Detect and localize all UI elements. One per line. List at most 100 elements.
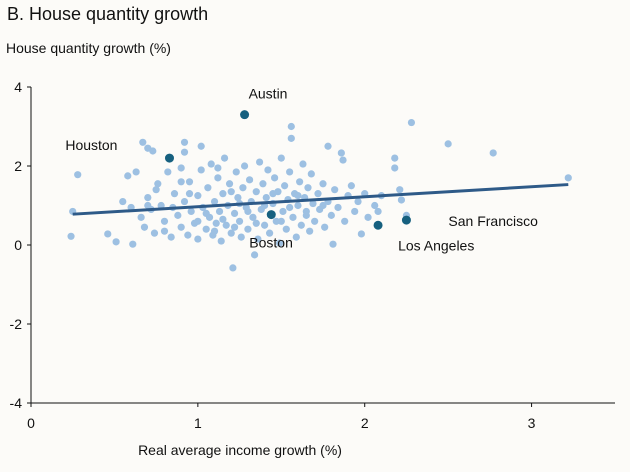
- data-point: [140, 223, 149, 231]
- data-point: [329, 240, 337, 248]
- data-point: [214, 174, 222, 182]
- data-point: [296, 178, 304, 186]
- data-point: [306, 227, 314, 235]
- data-point: [194, 217, 202, 225]
- data-point: [160, 217, 169, 225]
- data-point: [331, 186, 339, 194]
- data-point: [250, 251, 259, 259]
- data-point: [262, 194, 270, 202]
- data-point: [391, 164, 399, 172]
- city-label: Austin: [249, 86, 288, 102]
- data-point: [334, 203, 342, 212]
- data-point: [286, 203, 294, 212]
- data-point: [170, 190, 179, 198]
- data-point: [67, 232, 75, 240]
- data-point: [264, 166, 272, 174]
- data-point: [249, 213, 257, 221]
- data-point: [185, 178, 194, 186]
- data-point: [286, 168, 294, 176]
- data-point: [307, 170, 315, 178]
- data-point: [219, 190, 227, 198]
- data-point: [244, 225, 252, 233]
- data-point: [74, 171, 82, 179]
- data-point: [282, 225, 290, 233]
- data-point: [104, 230, 112, 238]
- data-point: [311, 217, 319, 225]
- x-tick-label: 1: [194, 415, 202, 431]
- data-point: [364, 213, 372, 221]
- axes: 0 1 2 3 4 2 0 -2 -4: [10, 79, 615, 431]
- x-axis-label: Real average income growth (%): [138, 442, 342, 458]
- data-point: [237, 233, 245, 241]
- data-point: [177, 178, 185, 186]
- data-point: [229, 264, 237, 272]
- data-point: [281, 182, 289, 190]
- data-point: [210, 197, 219, 206]
- highlight-point: [401, 215, 411, 225]
- data-point: [304, 184, 312, 192]
- data-point: [204, 184, 212, 192]
- data-point: [197, 166, 205, 174]
- data-point: [259, 180, 267, 188]
- data-point: [185, 190, 194, 198]
- data-point: [444, 140, 452, 148]
- data-point: [319, 201, 327, 210]
- data-point: [287, 134, 295, 142]
- data-point: [214, 164, 222, 172]
- data-point: [341, 217, 349, 225]
- data-point: [294, 201, 302, 210]
- data-point: [252, 219, 260, 227]
- data-point: [174, 211, 182, 219]
- data-point: [180, 197, 189, 206]
- data-point: [391, 154, 399, 162]
- y-tick-label: 2: [14, 158, 22, 174]
- data-point: [187, 207, 195, 216]
- data-point: [357, 230, 365, 238]
- data-point: [167, 233, 175, 241]
- data-point: [261, 221, 269, 229]
- data-point: [217, 237, 225, 245]
- data-point: [202, 225, 210, 233]
- data-point: [339, 156, 347, 164]
- data-point: [234, 194, 242, 202]
- data-point: [255, 158, 264, 166]
- data-point: [299, 160, 307, 168]
- data-point: [219, 215, 227, 223]
- data-point: [180, 138, 189, 146]
- data-point: [347, 182, 355, 190]
- data-point: [194, 235, 202, 243]
- data-point: [351, 207, 359, 216]
- data-point: [337, 149, 345, 157]
- city-label: Los Angeles: [398, 237, 474, 253]
- data-point: [154, 180, 162, 188]
- data-point: [202, 209, 210, 217]
- data-point: [289, 213, 297, 221]
- x-tick-label: 2: [361, 415, 369, 431]
- data-point: [129, 240, 137, 248]
- data-point: [269, 190, 277, 198]
- data-point: [277, 217, 285, 225]
- data-point: [294, 192, 302, 200]
- data-point: [184, 231, 192, 239]
- data-point: [240, 162, 249, 170]
- y-tick-label: -2: [10, 316, 23, 332]
- data-point: [371, 201, 379, 210]
- data-point: [314, 190, 322, 198]
- data-point: [177, 223, 185, 231]
- data-point: [319, 180, 327, 188]
- data-point: [397, 196, 406, 204]
- data-point: [396, 186, 404, 194]
- highlight-point: [240, 110, 250, 120]
- data-point: [220, 154, 229, 162]
- x-tick-label: 3: [528, 415, 536, 431]
- data-point: [354, 197, 362, 206]
- data-point: [207, 160, 215, 168]
- data-point: [197, 142, 205, 150]
- data-point: [324, 142, 332, 150]
- data-point: [271, 174, 279, 182]
- data-point: [266, 229, 274, 237]
- data-point: [297, 221, 305, 229]
- data-point: [252, 188, 260, 196]
- data-point: [309, 199, 317, 208]
